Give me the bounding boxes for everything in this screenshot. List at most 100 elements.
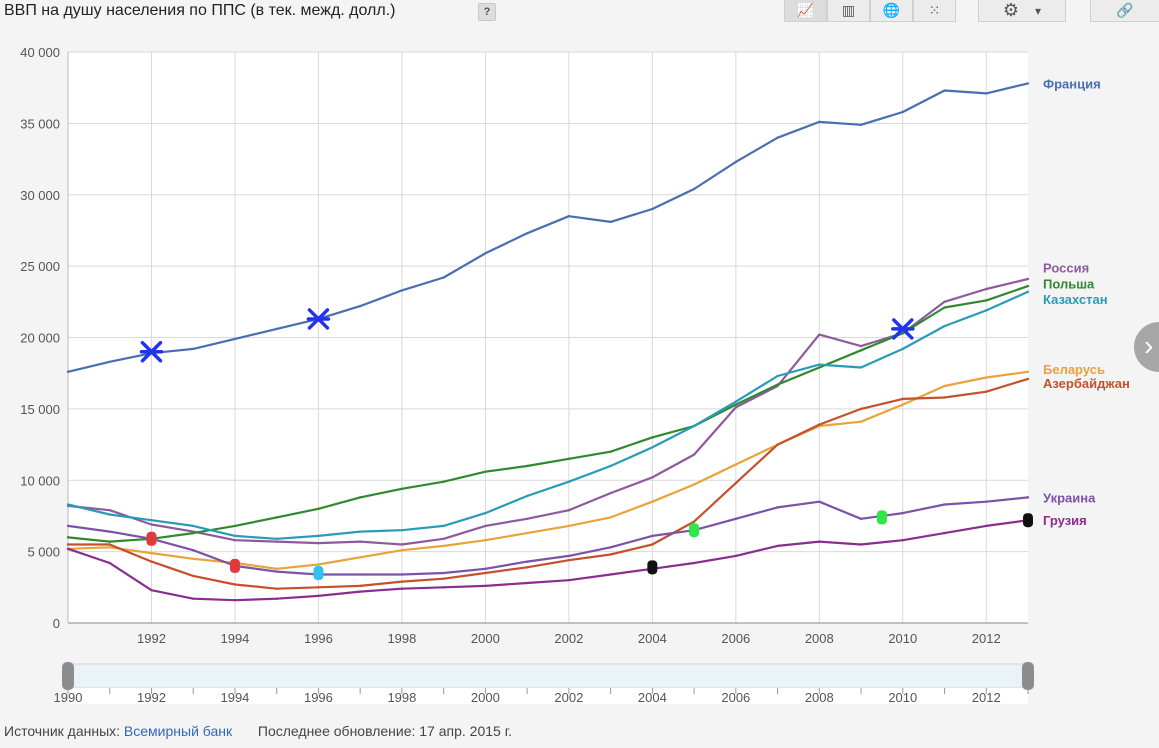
data-point <box>943 384 946 388</box>
data-point <box>1026 496 1030 499</box>
slider-tick-label: 1998 <box>387 690 416 705</box>
data-point <box>484 567 487 570</box>
data-point <box>734 481 738 485</box>
data-point <box>985 390 988 393</box>
data-point <box>776 136 779 139</box>
data-point <box>734 403 738 406</box>
data-point <box>484 470 487 473</box>
data-point <box>442 537 445 540</box>
data-point <box>275 537 278 540</box>
x-tick-label: 1994 <box>220 631 249 646</box>
slider-track <box>67 663 1029 689</box>
data-point <box>734 517 738 520</box>
marker-annotation <box>647 560 658 575</box>
slider-handle-end[interactable] <box>1022 662 1034 690</box>
link-button[interactable]: 🔗 <box>1090 0 1159 22</box>
scatter-icon: ⁙ <box>928 2 941 18</box>
slider-tick-label: 1994 <box>220 690 249 705</box>
data-point <box>901 397 904 401</box>
data-point <box>484 524 487 528</box>
data-point <box>192 557 195 560</box>
y-tick-label: 25 000 <box>20 259 60 274</box>
data-point <box>317 594 320 598</box>
data-point <box>358 304 362 308</box>
data-point <box>692 483 696 486</box>
settings-button[interactable]: ⚙ ▾ <box>978 0 1066 22</box>
slider-handle-start[interactable] <box>62 662 74 690</box>
data-point <box>317 534 320 538</box>
scatter-view-button[interactable]: ⁙ <box>913 0 956 22</box>
series-line-Казахстан <box>67 290 1029 540</box>
source-link[interactable]: Всемирный банк <box>123 723 233 739</box>
series-label: Польша <box>1043 276 1095 291</box>
chart-title: ВВП на душу населения по ППС (в тек. меж… <box>4 2 396 19</box>
data-point <box>275 327 278 331</box>
series-label: Азербайджан <box>1043 376 1130 391</box>
series-line-Франция <box>67 82 1029 373</box>
data-point <box>358 590 362 593</box>
data-point <box>651 543 654 546</box>
data-point <box>651 446 654 449</box>
data-point <box>985 500 988 503</box>
axes: 0 5 000 10 000 15 000 20 000 25 000 30 000 35 0… <box>20 45 1028 646</box>
data-point <box>442 524 445 528</box>
series-label: Грузия <box>1043 513 1087 528</box>
data-point <box>525 566 529 569</box>
data-point <box>442 577 445 580</box>
data-point <box>400 580 404 583</box>
y-tick-label: 40 000 <box>20 45 60 60</box>
title-bar: ВВП на душу населения по ППС (в тек. меж… <box>0 0 760 26</box>
annotations <box>139 308 1033 581</box>
data-point <box>818 540 821 543</box>
line-chart-view-button[interactable]: 📈 <box>784 0 827 22</box>
data-point <box>943 531 946 535</box>
data-point <box>150 551 153 555</box>
map-view-button[interactable]: 🌐 <box>870 0 913 22</box>
data-point <box>192 548 195 552</box>
data-point <box>734 406 738 409</box>
data-point <box>609 573 612 576</box>
data-point <box>317 563 320 566</box>
data-point <box>943 396 946 399</box>
data-point <box>233 598 237 602</box>
data-point <box>818 333 821 336</box>
data-point <box>66 536 70 539</box>
data-point <box>358 573 362 576</box>
data-point <box>943 324 946 328</box>
data-point <box>108 561 111 565</box>
data-point <box>400 487 404 491</box>
data-point <box>1026 377 1030 381</box>
data-point <box>859 349 863 352</box>
data-point <box>192 524 195 528</box>
data-point <box>859 123 863 127</box>
chevron-down-icon: ▾ <box>1035 3 1042 18</box>
data-point <box>943 306 946 309</box>
data-point <box>275 516 278 519</box>
data-point <box>901 539 904 542</box>
bar-chart-view-button[interactable]: ▥ <box>827 0 870 22</box>
data-point <box>1026 277 1030 281</box>
data-point <box>192 347 195 351</box>
data-point <box>150 523 153 526</box>
data-point <box>901 511 904 515</box>
time-slider[interactable]: 1990 1992 1994 1996 1998 2000 2002 2004 2006 2008… <box>54 662 1034 705</box>
data-point <box>442 276 445 279</box>
marker-annotation <box>313 566 324 581</box>
x-tick-label: 2012 <box>972 631 1001 646</box>
data-point <box>567 558 571 562</box>
gear-icon: ⚙ <box>1002 0 1020 20</box>
data-point <box>150 588 153 592</box>
data-point <box>192 597 195 600</box>
data-point <box>108 543 111 546</box>
slider-tick-label: 2006 <box>721 690 750 705</box>
data-point <box>734 400 738 403</box>
help-button[interactable]: ? <box>478 3 496 21</box>
data-point <box>859 344 863 348</box>
link-icon: 🔗 <box>1116 2 1134 18</box>
data-point <box>651 207 654 211</box>
data-point <box>484 252 487 255</box>
data-point <box>400 543 404 546</box>
data-point <box>776 506 779 509</box>
